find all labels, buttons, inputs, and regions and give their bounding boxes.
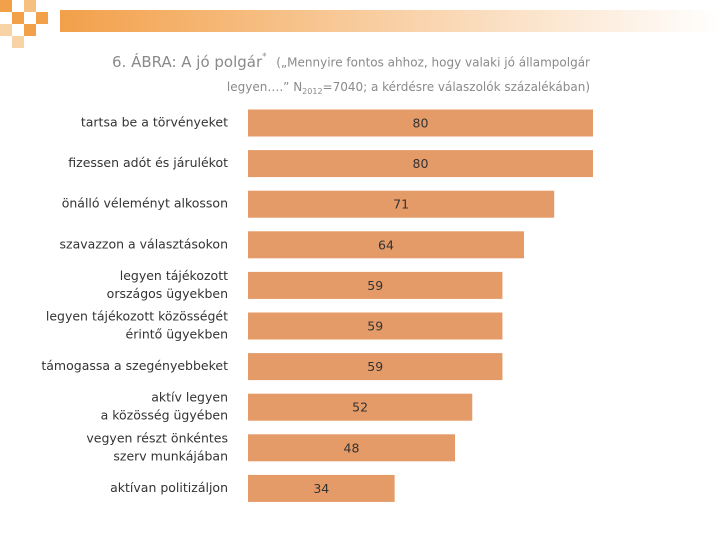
value-label: 80 (413, 156, 429, 171)
value-label: 59 (367, 359, 383, 374)
subtitle-part: legyen….” N (227, 80, 302, 94)
subtitle: („Mennyire fontos ahhoz, hogy valaki jó … (276, 56, 590, 70)
value-label: 34 (313, 481, 329, 496)
category-label: aktív legyen (151, 390, 228, 405)
value-label: 64 (378, 237, 394, 252)
category-label: legyen tájékozott közösségét (46, 309, 228, 324)
chart-title: 6. ÁBRA: A jó polgár* (112, 52, 267, 71)
bar (248, 150, 593, 178)
title-text: 6. ÁBRA: A jó polgár (112, 52, 263, 71)
value-label: 59 (367, 319, 383, 334)
category-label: érintő ügyekben (126, 327, 228, 342)
subtitle-part: =7040; a kérdésre válaszolók százalékába… (323, 80, 590, 94)
category-label: országos ügyekben (107, 286, 228, 301)
bar (248, 434, 455, 462)
category-label: vegyen részt önkéntes (86, 430, 228, 445)
category-label: tartsa be a törvényeket (81, 115, 228, 130)
bar (248, 109, 593, 137)
bar (248, 474, 395, 502)
category-label: önálló véleményt alkosson (62, 196, 228, 211)
bar (248, 353, 503, 381)
decoration (0, 0, 720, 48)
title-mark: * (262, 52, 267, 62)
category-label: szerv munkájában (113, 448, 228, 463)
category-label: szavazzon a választásokon (60, 236, 228, 251)
category-label: fizessen adót és járulékot (68, 155, 228, 170)
category-label: aktívan politizáljon (110, 480, 228, 495)
value-label: 48 (344, 440, 360, 455)
bar (248, 231, 524, 259)
value-label: 71 (393, 197, 409, 212)
subtitle: legyen….” N2012=7040; a kérdésre válaszo… (227, 80, 590, 96)
category-label: legyen tájékozott (120, 268, 228, 283)
bar (248, 190, 555, 218)
category-label: a közösség ügyében (101, 408, 228, 423)
value-label: 80 (413, 116, 429, 131)
subtitle-sub: 2012 (302, 87, 322, 96)
value-label: 59 (367, 278, 383, 293)
bar (248, 393, 473, 421)
bar (248, 312, 503, 340)
value-label: 52 (352, 400, 368, 415)
bar (248, 271, 503, 299)
category-label: támogassa a szegényebbeket (41, 358, 228, 373)
